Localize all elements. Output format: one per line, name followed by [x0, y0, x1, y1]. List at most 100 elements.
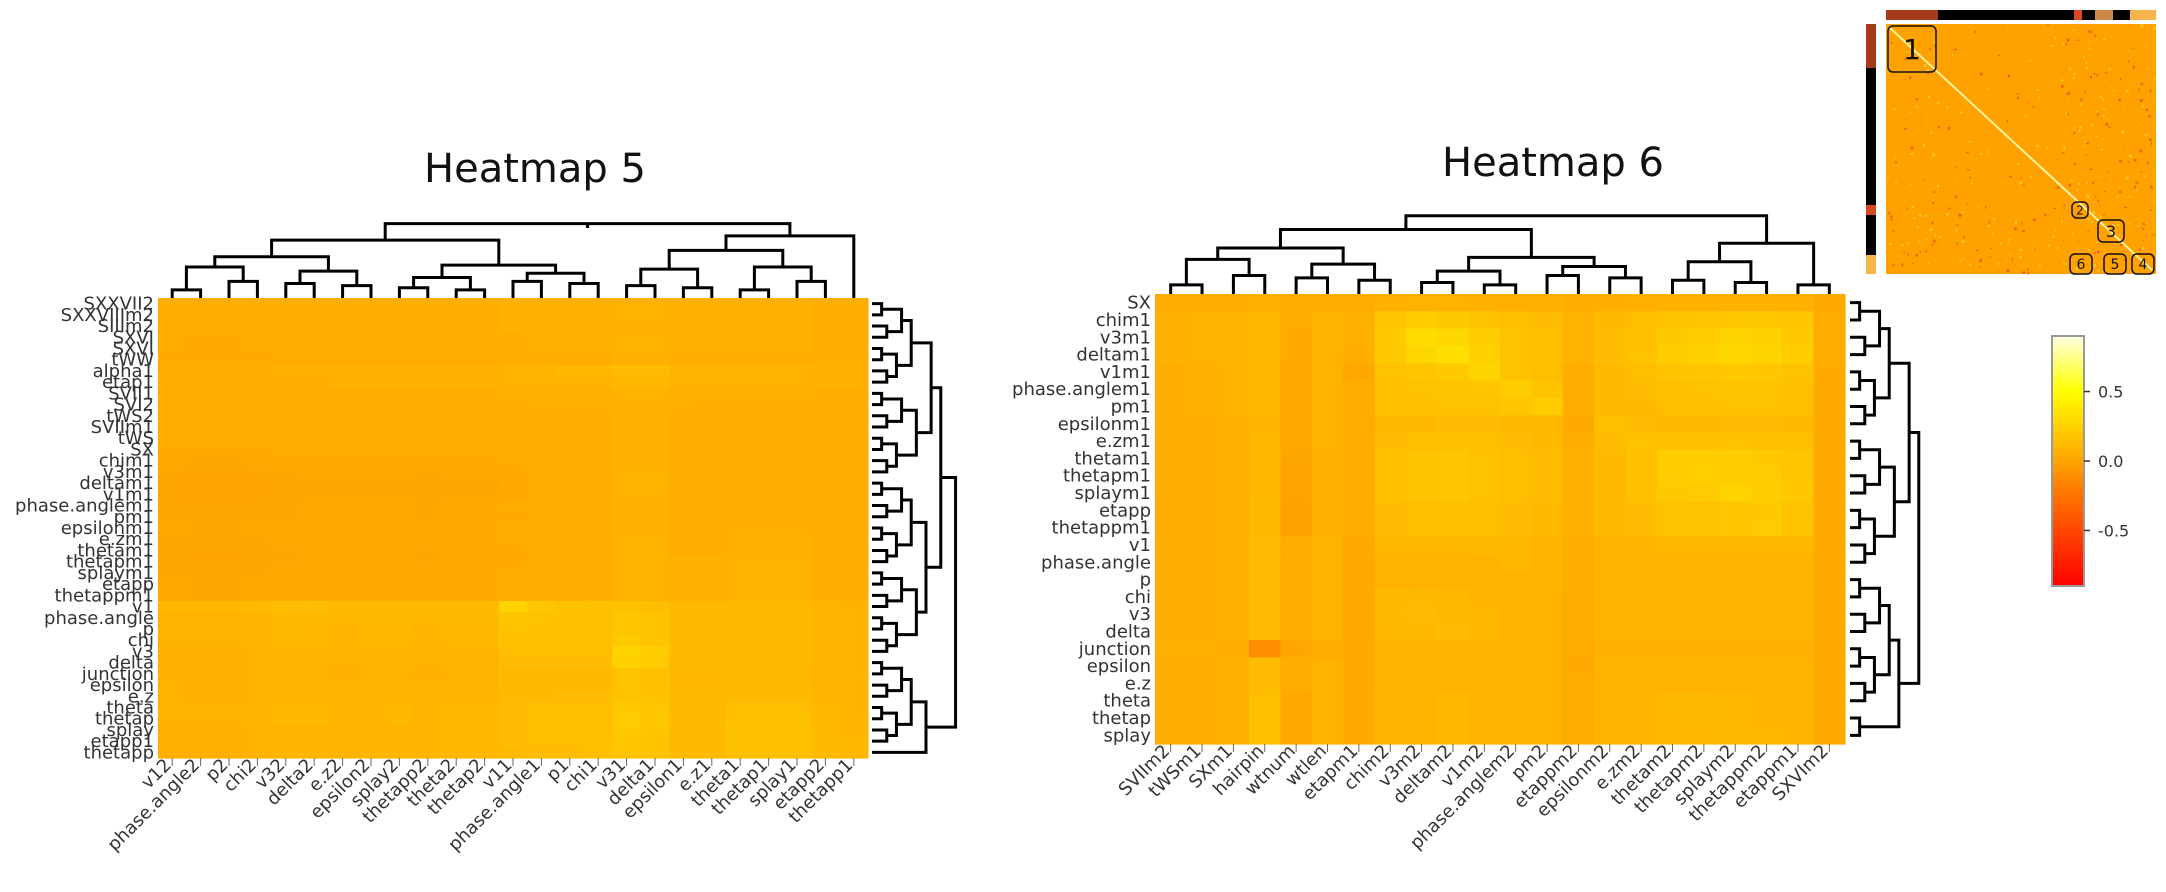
heatmap-cell [356, 320, 386, 333]
overview-speckle [2063, 145, 2066, 148]
heatmap-cell [527, 488, 557, 501]
heatmap-cell [555, 354, 585, 366]
heatmap-cell [470, 331, 500, 344]
heatmap-cell [1155, 709, 1187, 728]
heatmap-cell [158, 746, 187, 759]
heatmap-cell [413, 477, 443, 490]
heatmap-cell [1468, 709, 1501, 728]
heatmap-5-title: Heatmap 5 [424, 146, 646, 192]
heatmap-cell [413, 701, 443, 714]
heatmap-cell [726, 421, 755, 434]
dendrogram-branch [227, 279, 259, 298]
heatmap-cell [158, 735, 187, 748]
heatmap-cell [1405, 588, 1438, 607]
heatmap-cell [1405, 536, 1438, 555]
heatmap-cell [1750, 294, 1783, 312]
heatmap-cell [726, 499, 755, 512]
heatmap-cell [1688, 570, 1721, 589]
heatmap-cell [470, 544, 500, 557]
heatmap-cell [839, 477, 869, 490]
heatmap-cell [782, 298, 812, 310]
heatmap-cell [1343, 311, 1376, 330]
heatmap-cell [640, 746, 670, 759]
heatmap-cell [1186, 726, 1219, 745]
heatmap-cell [1186, 397, 1219, 416]
overview-speckle [1947, 127, 1951, 130]
heatmap-cell [1311, 519, 1344, 537]
overview-speckle [1979, 153, 1983, 155]
heatmap-cell [1186, 484, 1219, 503]
dendrogram-branch [881, 711, 898, 738]
heatmap-cell [1405, 432, 1438, 451]
heatmap-cell [1750, 605, 1783, 624]
heatmap-cell [640, 477, 670, 490]
heatmap-cell [1405, 328, 1438, 347]
heatmap-cell [1782, 709, 1815, 728]
heatmap-cell [839, 701, 869, 714]
heatmap-cell [442, 746, 471, 759]
heatmap-cell [442, 432, 471, 445]
heatmap-cell [1405, 674, 1438, 693]
heatmap-cell [328, 556, 358, 568]
overview-speckle [2137, 225, 2139, 227]
heatmap-cell [271, 623, 301, 636]
heatmap-cell [811, 432, 841, 445]
overview-speckle [1889, 243, 1892, 245]
heatmap-cell [1562, 467, 1595, 485]
heatmap-cell [1719, 328, 1752, 347]
heatmap-cell [498, 578, 528, 591]
heatmap-cell [385, 298, 415, 310]
heatmap-cell [1625, 519, 1658, 537]
heatmap-cell [697, 724, 727, 737]
heatmap-cell [1437, 519, 1470, 537]
heatmap-cell [612, 713, 642, 725]
heatmap-cell [498, 365, 528, 378]
heatmap-cell [413, 309, 443, 322]
heatmap-cell [726, 746, 755, 759]
heatmap-cell [782, 421, 812, 434]
heatmap-cell [527, 466, 557, 479]
heatmap-cell [1249, 709, 1282, 728]
heatmap-cell [385, 600, 415, 613]
overview-speckle [1911, 205, 1915, 208]
heatmap-cell [555, 522, 585, 535]
heatmap-cell [612, 600, 642, 613]
overview-speckle [2108, 171, 2110, 174]
heatmap-cell [300, 342, 329, 355]
dendrogram-branch [1545, 274, 1580, 294]
heatmap-cell [754, 410, 784, 423]
heatmap-cell [584, 421, 613, 434]
overview-speckle [1895, 182, 1897, 184]
overview-speckle [1987, 225, 1991, 228]
heatmap-cell [1813, 345, 1846, 364]
overview-speckle [2052, 235, 2055, 238]
heatmap-cell [442, 320, 471, 333]
heatmap-cell [1656, 570, 1689, 589]
heatmap-cell [1249, 588, 1282, 607]
overview-speckle [1975, 249, 1979, 252]
dendrogram-branch [1671, 278, 1706, 294]
heatmap-cell [527, 589, 557, 602]
overview-speckle [1961, 240, 1965, 243]
heatmap-cell [726, 488, 755, 501]
heatmap-cell [1217, 328, 1250, 347]
heatmap-cell [527, 567, 557, 580]
heatmap-cell [726, 544, 755, 557]
heatmap-cell [669, 466, 699, 479]
heatmap-cell [726, 713, 755, 725]
heatmap-cell [470, 634, 500, 647]
heatmap-cell [1249, 674, 1282, 693]
heatmap-cell [640, 466, 670, 479]
overview-speckle [2026, 265, 2028, 267]
heatmap-cell [442, 612, 471, 624]
overview-speckle [1892, 264, 1895, 266]
heatmap-cell [726, 365, 755, 378]
heatmap-cell [1688, 726, 1721, 745]
heatmap-cell [243, 724, 273, 737]
dendrogram-branch [896, 408, 918, 457]
heatmap-cell [555, 679, 585, 692]
overview-speckle [2088, 47, 2091, 50]
heatmap-cell [1531, 467, 1564, 485]
heatmap-cell [413, 746, 443, 759]
heatmap-cell [811, 645, 841, 658]
